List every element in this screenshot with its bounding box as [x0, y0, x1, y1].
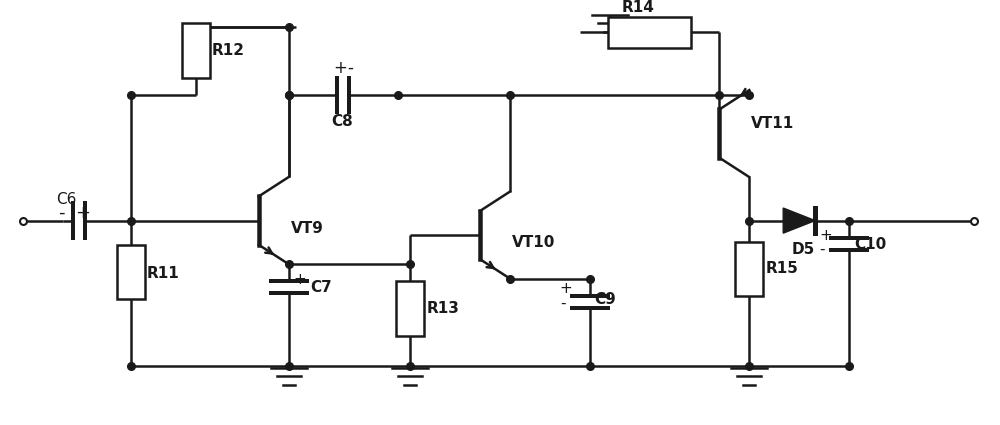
- Text: VT10: VT10: [512, 235, 555, 250]
- Text: -: -: [58, 204, 65, 222]
- Text: VT9: VT9: [291, 221, 323, 236]
- Text: C6: C6: [56, 192, 77, 207]
- Text: -: -: [294, 286, 299, 300]
- Text: D5: D5: [791, 242, 814, 257]
- FancyBboxPatch shape: [396, 281, 424, 336]
- Text: R14: R14: [622, 0, 655, 15]
- FancyBboxPatch shape: [608, 17, 691, 48]
- Text: R11: R11: [147, 266, 180, 281]
- Text: +: +: [819, 228, 832, 243]
- FancyBboxPatch shape: [735, 242, 763, 296]
- FancyBboxPatch shape: [117, 245, 145, 299]
- Text: R13: R13: [426, 301, 459, 316]
- Text: +: +: [75, 204, 90, 222]
- Text: C10: C10: [854, 237, 886, 252]
- Text: -: -: [347, 59, 353, 77]
- Text: C7: C7: [311, 280, 332, 295]
- Text: +: +: [333, 59, 347, 77]
- Text: -: -: [819, 242, 825, 257]
- Text: -: -: [560, 296, 565, 311]
- Text: C8: C8: [331, 114, 353, 130]
- FancyBboxPatch shape: [182, 23, 210, 77]
- Text: VT11: VT11: [751, 116, 795, 131]
- Text: R12: R12: [212, 43, 245, 58]
- Polygon shape: [783, 208, 815, 233]
- Text: +: +: [560, 281, 573, 296]
- Text: R15: R15: [765, 261, 798, 276]
- Text: +: +: [294, 272, 306, 287]
- Text: C9: C9: [595, 292, 616, 307]
